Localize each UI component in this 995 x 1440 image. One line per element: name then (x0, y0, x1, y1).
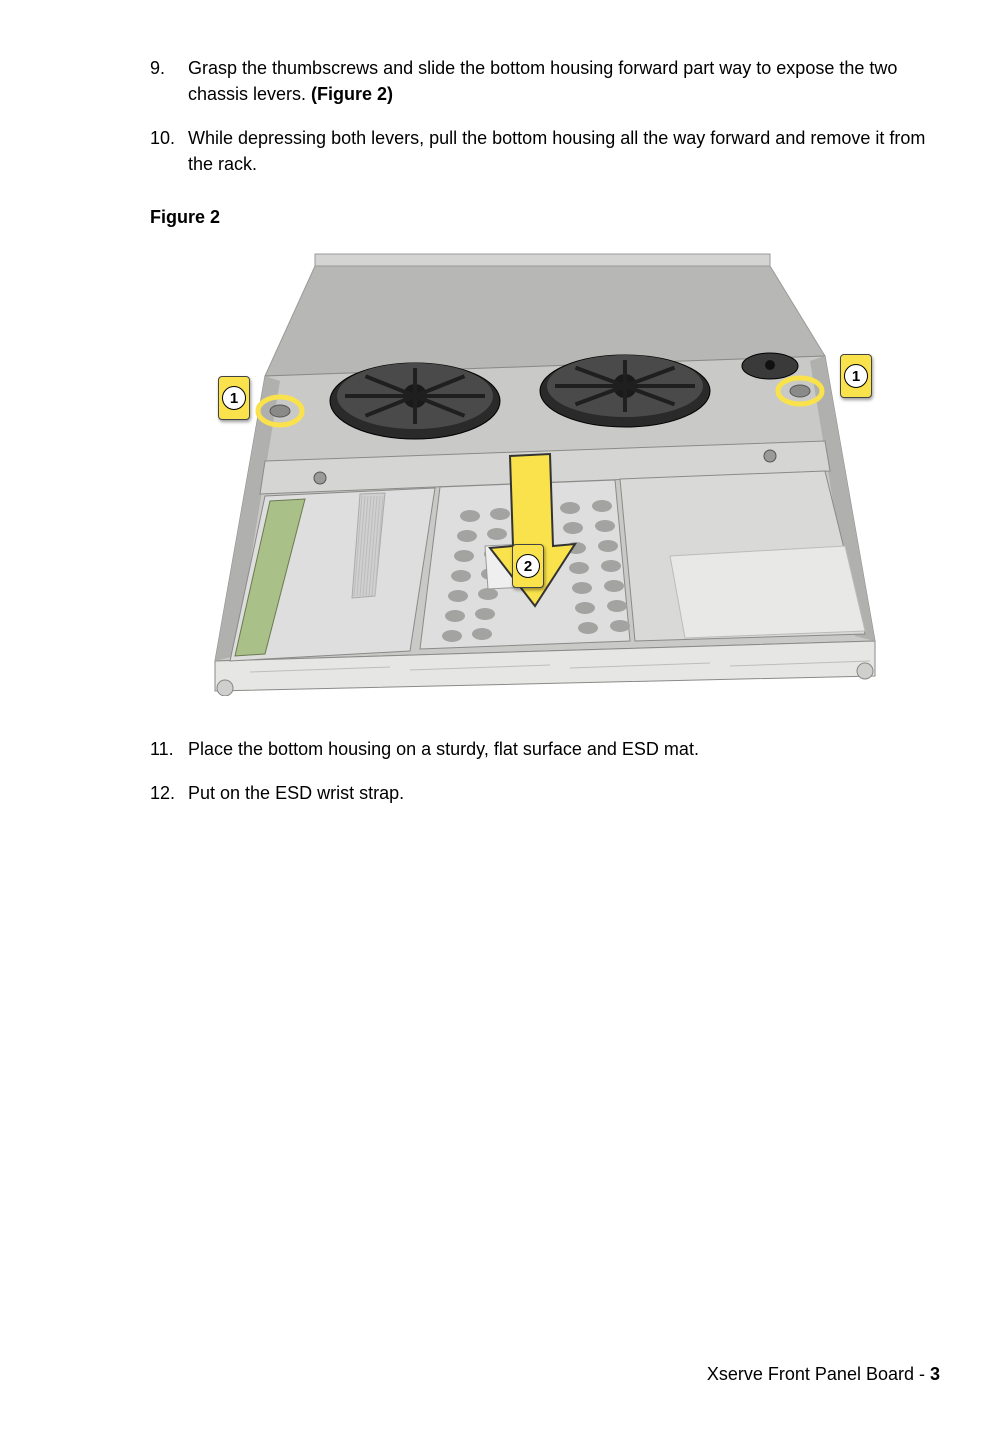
callout-number: 1 (844, 364, 868, 388)
callout-tag: 2 (512, 544, 544, 588)
footer-title: Xserve Front Panel Board - (707, 1364, 930, 1384)
callout-number: 1 (222, 386, 246, 410)
steps-list-top: 9.Grasp the thumbscrews and slide the bo… (150, 55, 940, 177)
step-item: 11.Place the bottom housing on a sturdy,… (150, 736, 940, 762)
step-number: 9. (150, 55, 188, 107)
step-text: Grasp the thumbscrews and slide the bott… (188, 55, 940, 107)
step-text: While depressing both levers, pull the b… (188, 125, 940, 177)
chassis-illustration (210, 246, 880, 696)
step-bold-ref: (Figure 2) (311, 84, 393, 104)
step-number: 11. (150, 736, 188, 762)
step-text: Put on the ESD wrist strap. (188, 780, 940, 806)
step-item: 10.While depressing both levers, pull th… (150, 125, 940, 177)
callout-tag: 1 (218, 376, 250, 420)
step-item: 9.Grasp the thumbscrews and slide the bo… (150, 55, 940, 107)
figure-caption: Figure 2 (150, 207, 940, 228)
footer-page-number: 3 (930, 1364, 940, 1384)
steps-list-bottom: 11.Place the bottom housing on a sturdy,… (150, 736, 940, 806)
callout-tag: 1 (840, 354, 872, 398)
page-content: 9.Grasp the thumbscrews and slide the bo… (0, 0, 995, 807)
step-number: 10. (150, 125, 188, 177)
step-number: 12. (150, 780, 188, 806)
callout-number: 2 (516, 554, 540, 578)
step-item: 12.Put on the ESD wrist strap. (150, 780, 940, 806)
step-text: Place the bottom housing on a sturdy, fl… (188, 736, 940, 762)
figure-2: 1 1 2 (210, 246, 880, 696)
page-footer: Xserve Front Panel Board - 3 (707, 1364, 940, 1385)
